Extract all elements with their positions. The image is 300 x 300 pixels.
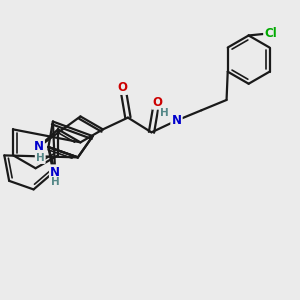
Text: N: N: [50, 166, 60, 178]
Text: N: N: [34, 140, 44, 153]
Text: H: H: [36, 153, 45, 163]
Text: N: N: [172, 114, 182, 127]
Text: H: H: [51, 177, 59, 188]
Text: Cl: Cl: [264, 28, 277, 40]
Text: O: O: [117, 81, 127, 94]
Text: H: H: [160, 108, 169, 118]
Text: O: O: [152, 95, 162, 109]
